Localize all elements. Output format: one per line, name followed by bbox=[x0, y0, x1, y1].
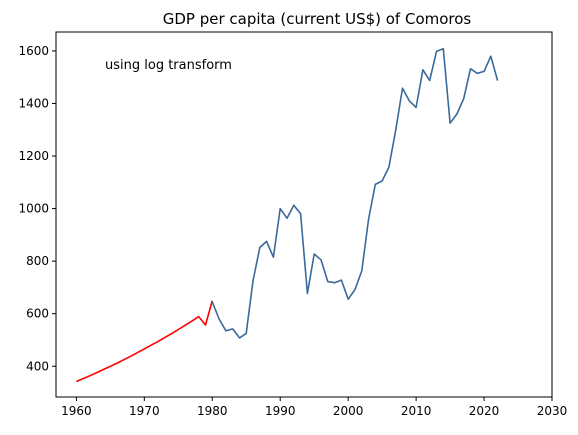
y-tick-label: 400 bbox=[26, 359, 49, 373]
y-tick-label: 1200 bbox=[18, 149, 49, 163]
x-tick-label: 1990 bbox=[265, 404, 296, 418]
series-line-1 bbox=[211, 47, 499, 339]
x-axis: 1960 1970 1980 1990 2000 2010 2020 2030 bbox=[61, 397, 567, 418]
y-axis: 400 600 800 1000 1200 1400 1600 bbox=[18, 44, 56, 373]
x-tick-label: 2020 bbox=[469, 404, 500, 418]
x-tick-label: 1960 bbox=[61, 404, 92, 418]
chart-title: GDP per capita (current US$) of Comoros bbox=[163, 10, 472, 28]
y-tick-label: 600 bbox=[26, 307, 49, 321]
annotation-text: using log transform bbox=[105, 58, 232, 73]
y-tick-label: 1600 bbox=[18, 44, 49, 58]
y-tick-label: 800 bbox=[26, 254, 49, 268]
x-tick-label: 1970 bbox=[129, 404, 160, 418]
x-tick-label: 2030 bbox=[537, 404, 568, 418]
series-layer bbox=[76, 47, 499, 383]
x-tick-label: 2000 bbox=[333, 404, 364, 418]
x-tick-label: 1980 bbox=[197, 404, 228, 418]
y-tick-label: 1000 bbox=[18, 202, 49, 216]
series-line-0 bbox=[76, 300, 214, 383]
x-tick-label: 2010 bbox=[401, 404, 432, 418]
plot-area-frame bbox=[55, 31, 553, 398]
y-tick-label: 1400 bbox=[18, 96, 49, 110]
